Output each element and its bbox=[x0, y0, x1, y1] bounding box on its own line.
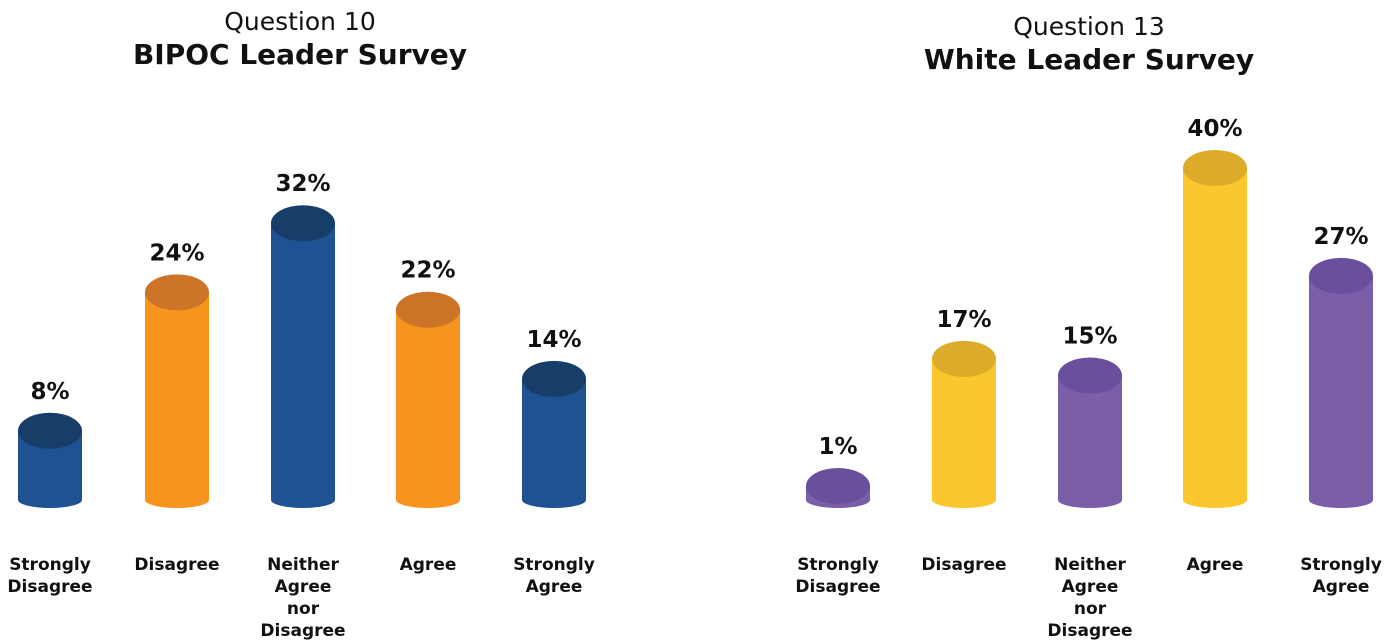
data-label: 32% bbox=[275, 171, 330, 197]
chart-white: Question 13 White Leader Survey 1% Strong… bbox=[787, 0, 1397, 643]
bar-body bbox=[1058, 375, 1122, 508]
category-label: Agree bbox=[400, 555, 457, 575]
data-label: 1% bbox=[818, 434, 857, 460]
bar-body bbox=[1309, 275, 1373, 508]
data-label: 17% bbox=[936, 307, 991, 333]
category-label: Strongly Disagree bbox=[795, 555, 880, 597]
category-label: Neither Agree nor Disagree bbox=[1047, 555, 1132, 641]
bar-cylinder bbox=[1309, 257, 1373, 508]
bar-top bbox=[1309, 257, 1373, 294]
chart-bipoc: Question 10 BIPOC Leader Survey 8% Strong… bbox=[0, 0, 620, 643]
bar-cylinder bbox=[932, 340, 996, 508]
bar-top bbox=[806, 468, 870, 504]
data-label: 14% bbox=[526, 327, 581, 353]
chart-plot: 1% Strongly Disagree 17% Disagree 15% Neither A… bbox=[795, 116, 1382, 641]
category-label: Strongly Disagree bbox=[7, 555, 92, 597]
chart-plot: 8% Strongly Disagree 24% Disagree 32% Neither A… bbox=[7, 171, 595, 641]
bar-cylinder bbox=[522, 360, 586, 508]
bar-top bbox=[396, 291, 460, 328]
category-label: Disagree bbox=[921, 555, 1006, 575]
category-label: Neither Agree nor Disagree bbox=[260, 555, 345, 641]
chart-subtitle: Question 13 bbox=[1013, 12, 1165, 41]
chart-title: BIPOC Leader Survey bbox=[132, 38, 468, 71]
bar-top bbox=[522, 360, 586, 397]
bar-body bbox=[396, 309, 460, 508]
category-label: Strongly Agree bbox=[1300, 555, 1382, 597]
chart-title: White Leader Survey bbox=[923, 43, 1255, 76]
bar-top bbox=[145, 274, 209, 311]
bar-cylinder bbox=[806, 468, 870, 508]
data-label: 24% bbox=[149, 240, 204, 266]
bar-body bbox=[932, 358, 996, 508]
data-label: 15% bbox=[1062, 324, 1117, 350]
bar-body bbox=[145, 292, 209, 508]
bar-cylinder bbox=[1183, 150, 1247, 508]
bar-body bbox=[522, 378, 586, 508]
bar-top bbox=[1183, 150, 1247, 186]
bar-cylinder bbox=[145, 274, 209, 508]
bar-cylinder bbox=[396, 291, 460, 508]
bar-cylinder bbox=[1058, 357, 1122, 508]
bar-top bbox=[18, 412, 82, 449]
bar-body bbox=[18, 430, 82, 508]
data-label: 27% bbox=[1313, 224, 1368, 250]
bar-body bbox=[1183, 168, 1247, 508]
category-label: Disagree bbox=[134, 555, 219, 575]
chart-subtitle: Question 10 bbox=[224, 7, 376, 36]
data-label: 22% bbox=[400, 258, 455, 284]
bar-top bbox=[1058, 357, 1122, 394]
category-label: Agree bbox=[1187, 555, 1244, 575]
bar-top bbox=[271, 205, 335, 242]
category-label: Strongly Agree bbox=[513, 555, 595, 597]
bar-cylinder bbox=[271, 205, 335, 508]
bar-body bbox=[271, 223, 335, 508]
bar-top bbox=[932, 340, 996, 377]
data-label: 40% bbox=[1187, 116, 1242, 142]
bar-cylinder bbox=[18, 412, 82, 508]
data-label: 8% bbox=[30, 379, 69, 405]
